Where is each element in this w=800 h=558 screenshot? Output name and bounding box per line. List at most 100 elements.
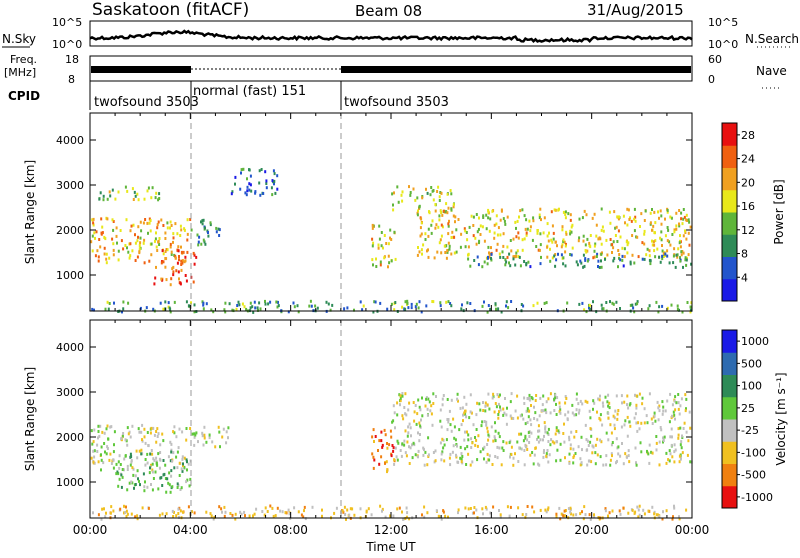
scatter-cell [689, 308, 692, 312]
scatter-cell [658, 440, 661, 444]
scatter-cell [297, 310, 300, 314]
scatter-cell [552, 231, 555, 235]
scatter-cell [488, 454, 491, 458]
freq-panel: Freq. [MHz] 18 8 60 0 Nave [4, 53, 787, 89]
scatter-cell [129, 452, 132, 456]
scatter-cell [496, 456, 499, 460]
scatter-cell [492, 439, 495, 443]
scatter-cell [514, 263, 517, 267]
scatter-cell [519, 264, 522, 268]
scatter-cell [165, 490, 168, 494]
scatter-cell [155, 430, 158, 433]
scatter-cell [176, 232, 179, 236]
scatter-cell [665, 451, 668, 455]
x-tick-label: 08:00 [273, 523, 308, 537]
colorbar-swatch [722, 167, 737, 191]
nsky-tick-bottom: 10^0 [52, 38, 82, 51]
scatter-cell [113, 443, 115, 447]
scatter-cell [537, 435, 540, 439]
scatter-cell [177, 507, 180, 511]
scatter-cell [259, 193, 262, 197]
scatter-cell [254, 191, 257, 195]
scatter-cell [418, 421, 421, 425]
scatter-cell [491, 209, 494, 213]
scatter-cell [137, 235, 139, 239]
scatter-cell [143, 261, 146, 265]
scatter-cell [463, 395, 466, 399]
scatter-cell [435, 223, 438, 227]
scatter-cell [176, 482, 179, 486]
scatter-cell [589, 234, 592, 237]
scatter-cell [419, 424, 422, 428]
scatter-cell [539, 262, 542, 266]
scatter-cell [604, 509, 607, 513]
scatter-cell [184, 274, 187, 277]
scatter-cell [131, 249, 134, 253]
scatter-cell [653, 210, 656, 214]
scatter-cell [92, 221, 95, 225]
scatter-cell [407, 306, 410, 310]
scatter-cell [623, 255, 626, 259]
scatter-cell [420, 232, 423, 236]
scatter-cell [493, 236, 496, 240]
scatter-cell [636, 429, 639, 433]
scatter-cell [545, 400, 548, 404]
scatter-cell [666, 210, 669, 214]
scatter-cell [610, 431, 613, 435]
scatter-cell [112, 466, 115, 470]
scatter-cell [447, 418, 450, 421]
scatter-cell [685, 263, 688, 267]
freq-label: Freq. [10, 53, 37, 66]
scatter-cell [420, 221, 423, 225]
scatter-cell [585, 250, 588, 254]
scatter-cell [563, 422, 565, 426]
scatter-cell [653, 411, 656, 415]
scatter-cell [557, 252, 559, 256]
scatter-cell [597, 259, 600, 263]
x-tick-label: 20:00 [574, 523, 609, 537]
scatter-cell [431, 300, 434, 303]
scatter-cell [153, 282, 156, 286]
scatter-cell [559, 411, 562, 415]
scatter-cell [640, 212, 643, 216]
scatter-cell [96, 443, 99, 447]
scatter-cell [152, 457, 155, 461]
scatter-cell [450, 304, 453, 308]
scatter-cell [239, 510, 242, 514]
scatter-cell [137, 477, 139, 481]
scatter-cell [162, 252, 165, 256]
scatter-cell [390, 302, 393, 306]
scatter-cell [496, 393, 499, 397]
scatter-cell [441, 397, 444, 401]
scatter-cell [475, 508, 478, 512]
scatter-cell [393, 458, 396, 462]
scatter-cell [192, 280, 195, 284]
scatter-cell [666, 208, 669, 212]
scatter-cell [133, 486, 135, 490]
scatter-cell [473, 511, 475, 515]
scatter-cell [634, 412, 637, 416]
scatter-cell [578, 408, 581, 412]
scatter-cell [678, 222, 680, 226]
scatter-cell [163, 472, 166, 476]
scatter-cell [425, 396, 428, 400]
scatter-cell [592, 399, 595, 403]
scatter-cell [528, 219, 531, 223]
scatter-cell [529, 229, 532, 233]
scatter-cell [466, 301, 469, 305]
scatter-cell [171, 485, 174, 489]
scatter-cell [97, 430, 100, 433]
scatter-cell [505, 304, 507, 308]
scatter-cell [435, 509, 438, 513]
scatter-cell [680, 250, 683, 254]
scatter-cell [353, 513, 356, 517]
scatter-cell [627, 241, 630, 245]
scatter-cell [240, 512, 243, 516]
scatter-cell [679, 404, 682, 408]
scatter-cell [252, 514, 254, 518]
scatter-cell [556, 396, 559, 400]
scatter-cell [594, 443, 597, 447]
scatter-cell [464, 506, 467, 510]
scatter-cell [440, 211, 443, 214]
scatter-cell [421, 414, 424, 418]
